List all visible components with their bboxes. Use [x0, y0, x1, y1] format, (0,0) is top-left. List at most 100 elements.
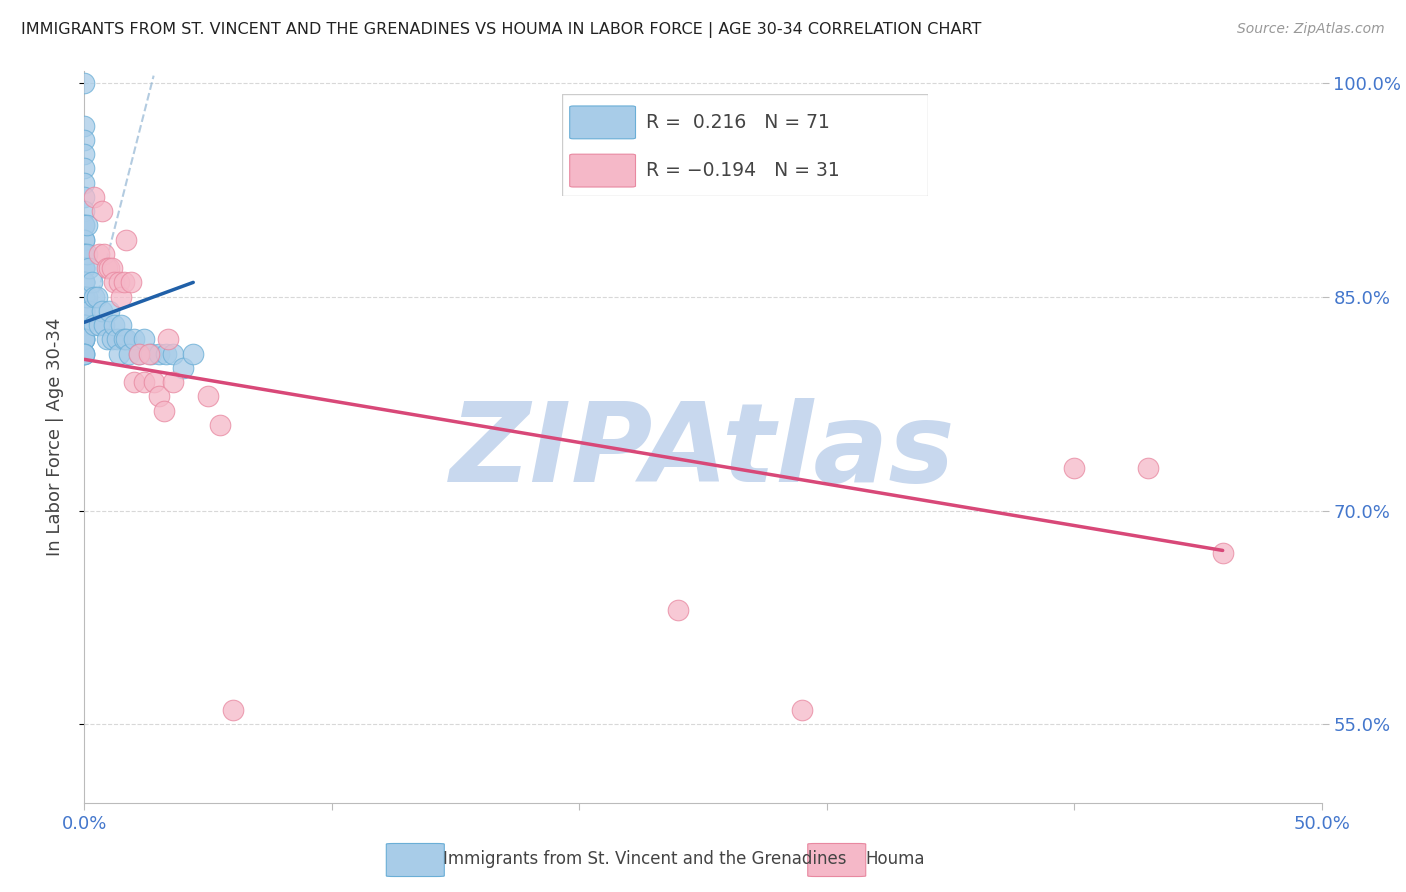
Point: [138, 346, 160, 360]
Text: Immigrants from St. Vincent and the Grenadines: Immigrants from St. Vincent and the Gren…: [443, 849, 846, 868]
Point: [73, 318, 96, 333]
FancyBboxPatch shape: [807, 844, 866, 877]
Point: [172, 360, 194, 375]
Point: [1014, 817, 1036, 831]
Point: [142, 375, 165, 389]
Point: [110, 290, 132, 304]
Point: [96, 333, 118, 347]
Point: [93, 247, 115, 261]
FancyBboxPatch shape: [562, 94, 928, 196]
Point: [100, 261, 122, 276]
Point: [73, 333, 96, 347]
Point: [73, 119, 96, 133]
Point: [73, 333, 96, 347]
Point: [73, 204, 96, 219]
Point: [73, 276, 96, 290]
FancyBboxPatch shape: [569, 154, 636, 187]
Point: [83, 318, 105, 333]
Point: [1063, 460, 1085, 475]
Point: [132, 375, 155, 389]
Point: [73, 304, 96, 318]
Point: [73, 133, 96, 147]
Point: [86, 290, 108, 304]
Point: [105, 333, 128, 347]
Text: Houma: Houma: [866, 849, 925, 868]
Point: [89, 318, 111, 333]
Point: [73, 346, 96, 360]
Point: [73, 247, 96, 261]
Point: [73, 247, 96, 261]
Point: [148, 346, 170, 360]
Text: R =  0.216   N = 71: R = 0.216 N = 71: [647, 113, 831, 132]
Point: [73, 176, 96, 190]
Y-axis label: In Labor Force | Age 30-34: In Labor Force | Age 30-34: [45, 318, 63, 557]
Point: [110, 318, 132, 333]
Point: [96, 261, 118, 276]
Point: [73, 290, 96, 304]
Point: [157, 333, 180, 347]
Point: [108, 276, 131, 290]
Point: [73, 304, 96, 318]
Point: [118, 346, 141, 360]
Point: [141, 346, 163, 360]
Point: [1212, 546, 1234, 560]
Point: [155, 346, 177, 360]
Point: [73, 219, 96, 233]
Point: [73, 318, 96, 333]
Point: [76, 219, 98, 233]
Point: [73, 290, 96, 304]
Point: [73, 346, 96, 360]
Text: Source: ZipAtlas.com: Source: ZipAtlas.com: [1237, 22, 1385, 37]
Point: [76, 247, 98, 261]
Point: [122, 333, 145, 347]
Text: R = −0.194   N = 31: R = −0.194 N = 31: [647, 161, 841, 180]
Point: [73, 261, 96, 276]
Point: [115, 233, 138, 247]
Point: [73, 290, 96, 304]
Point: [79, 261, 101, 276]
Point: [128, 346, 150, 360]
FancyBboxPatch shape: [569, 106, 636, 139]
Point: [120, 276, 142, 290]
Point: [112, 333, 135, 347]
Point: [73, 304, 96, 318]
Point: [73, 346, 96, 360]
Point: [89, 247, 111, 261]
Point: [76, 290, 98, 304]
FancyBboxPatch shape: [387, 844, 444, 877]
Point: [98, 304, 121, 318]
Point: [128, 346, 150, 360]
Point: [152, 403, 174, 417]
Point: [115, 333, 138, 347]
Point: [98, 261, 121, 276]
Point: [197, 389, 219, 403]
Point: [132, 333, 155, 347]
Point: [112, 276, 135, 290]
Point: [103, 276, 125, 290]
Point: [83, 190, 105, 204]
Point: [73, 276, 96, 290]
Point: [90, 204, 112, 219]
Point: [83, 290, 105, 304]
Point: [73, 261, 96, 276]
Point: [73, 276, 96, 290]
Point: [73, 233, 96, 247]
Point: [162, 346, 184, 360]
Point: [73, 76, 96, 90]
Point: [790, 703, 813, 717]
Point: [73, 304, 96, 318]
Point: [103, 318, 125, 333]
Point: [666, 603, 689, 617]
Point: [222, 703, 245, 717]
Point: [93, 318, 115, 333]
Text: IMMIGRANTS FROM ST. VINCENT AND THE GRENADINES VS HOUMA IN LABOR FORCE | AGE 30-: IMMIGRANTS FROM ST. VINCENT AND THE GREN…: [21, 22, 981, 38]
Point: [90, 304, 112, 318]
Point: [108, 346, 131, 360]
Point: [73, 276, 96, 290]
Point: [73, 161, 96, 176]
Point: [1137, 460, 1160, 475]
Point: [100, 333, 122, 347]
Point: [79, 304, 101, 318]
Point: [209, 417, 232, 432]
Point: [181, 346, 204, 360]
